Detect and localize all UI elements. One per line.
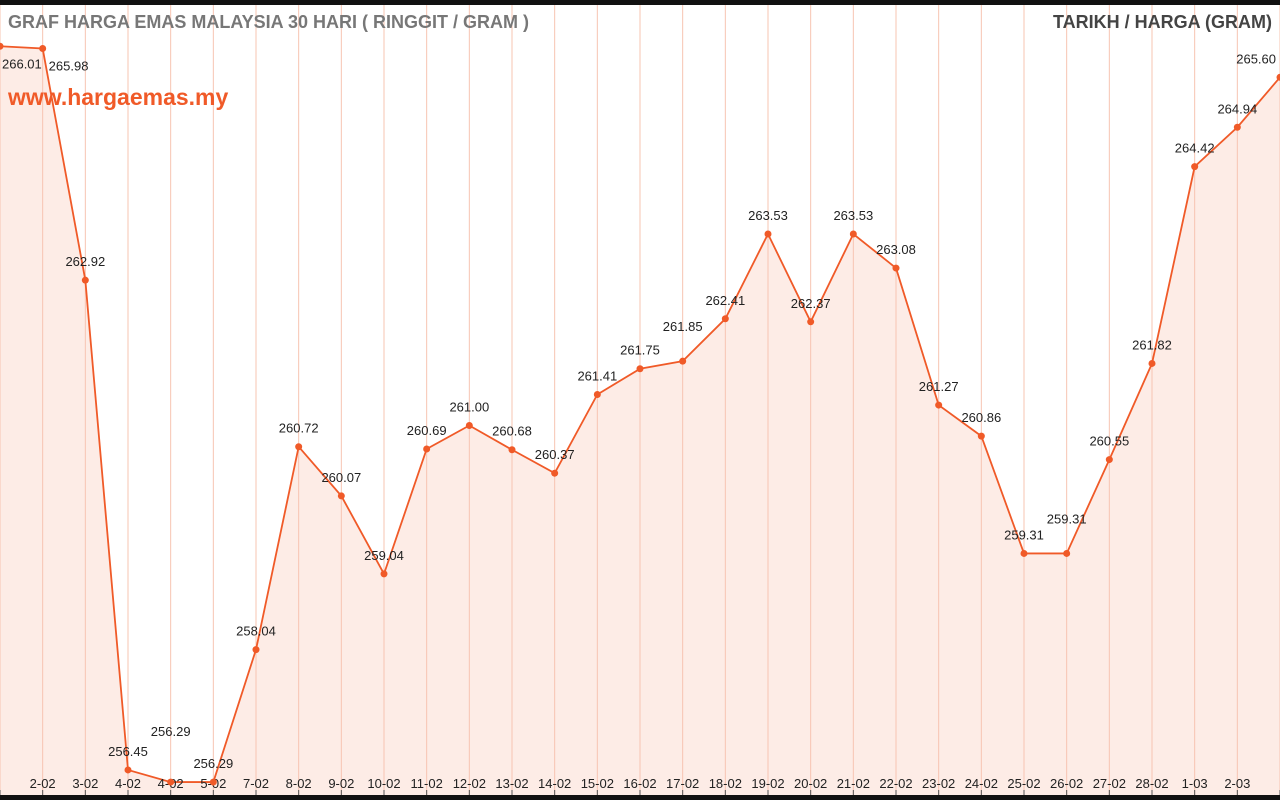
site-link[interactable]: www.hargaemas.my bbox=[8, 84, 229, 110]
data-point bbox=[1063, 549, 1071, 557]
data-label: 256.29 bbox=[193, 756, 233, 771]
data-label: 260.68 bbox=[492, 424, 532, 439]
data-point bbox=[252, 646, 260, 654]
legend-label: TARIKH / HARGA (GRAM) bbox=[1053, 12, 1272, 32]
data-point bbox=[593, 390, 601, 398]
x-tick-label: 24-02 bbox=[965, 776, 998, 791]
x-tick-label: 7-02 bbox=[243, 776, 269, 791]
data-point bbox=[337, 492, 345, 500]
x-tick-label: 14-02 bbox=[538, 776, 571, 791]
data-label: 260.69 bbox=[407, 423, 447, 438]
data-point bbox=[551, 469, 559, 477]
x-tick-label: 22-02 bbox=[879, 776, 912, 791]
x-tick-label: 4-02 bbox=[115, 776, 141, 791]
data-label: 259.31 bbox=[1047, 511, 1087, 526]
data-point bbox=[935, 401, 943, 409]
data-label: 261.27 bbox=[919, 379, 959, 394]
data-point bbox=[1020, 549, 1028, 557]
data-label: 260.07 bbox=[321, 470, 361, 485]
data-label: 256.45 bbox=[108, 744, 148, 759]
x-tick-label: 18-02 bbox=[709, 776, 742, 791]
data-point bbox=[721, 315, 729, 323]
x-tick-label: 11-02 bbox=[411, 776, 443, 791]
data-label: 265.60 bbox=[1236, 51, 1276, 66]
data-label: 261.85 bbox=[663, 319, 703, 334]
x-tick-label: 17-02 bbox=[666, 776, 699, 791]
x-tick-label: 1-03 bbox=[1182, 776, 1208, 791]
top-bar bbox=[0, 0, 1280, 5]
x-tick-label: 2-03 bbox=[1224, 776, 1250, 791]
data-point bbox=[977, 432, 985, 440]
data-label: 264.94 bbox=[1217, 101, 1257, 116]
data-point bbox=[1191, 163, 1199, 171]
x-tick-label: 2-02 bbox=[30, 776, 56, 791]
data-label: 261.41 bbox=[577, 368, 617, 383]
data-point bbox=[1148, 359, 1156, 367]
bottom-bar bbox=[0, 795, 1280, 800]
data-point bbox=[1276, 73, 1280, 81]
data-label: 260.86 bbox=[961, 410, 1001, 425]
x-tick-label: 16-02 bbox=[623, 776, 656, 791]
data-point bbox=[679, 357, 687, 365]
data-label: 261.82 bbox=[1132, 337, 1172, 352]
data-label: 262.92 bbox=[65, 254, 105, 269]
data-label: 259.04 bbox=[364, 548, 404, 563]
data-label: 265.98 bbox=[49, 59, 89, 74]
data-label: 260.37 bbox=[535, 447, 575, 462]
data-point bbox=[39, 45, 47, 53]
data-label: 263.53 bbox=[748, 208, 788, 223]
x-tick-label: 25-02 bbox=[1007, 776, 1040, 791]
x-tick-label: 20-02 bbox=[794, 776, 827, 791]
x-tick-label: 3-02 bbox=[72, 776, 98, 791]
data-label: 258.04 bbox=[236, 624, 276, 639]
x-tick-label: 21-02 bbox=[837, 776, 870, 791]
x-tick-label: 12-02 bbox=[453, 776, 486, 791]
x-tick-label: 10-02 bbox=[367, 776, 400, 791]
data-label: 263.53 bbox=[833, 208, 873, 223]
data-point bbox=[124, 766, 132, 774]
x-tick-label: 8-02 bbox=[286, 776, 312, 791]
data-point bbox=[465, 422, 473, 430]
data-label: 256.29 bbox=[151, 724, 191, 739]
data-point bbox=[636, 365, 644, 373]
data-label: 262.37 bbox=[791, 296, 831, 311]
data-label: 261.00 bbox=[449, 400, 489, 415]
data-point bbox=[764, 230, 772, 238]
chart-title: GRAF HARGA EMAS MALAYSIA 30 HARI ( RINGG… bbox=[8, 12, 530, 32]
x-tick-label: 9-02 bbox=[328, 776, 354, 791]
data-label: 263.08 bbox=[876, 242, 916, 257]
data-label: 266.01 bbox=[2, 56, 42, 71]
data-point bbox=[1233, 123, 1241, 131]
data-label: 259.31 bbox=[1004, 527, 1044, 542]
data-point bbox=[295, 443, 303, 451]
data-point bbox=[167, 778, 175, 786]
data-point bbox=[0, 42, 4, 50]
data-label: 261.75 bbox=[620, 343, 660, 358]
x-tick-label: 15-02 bbox=[581, 776, 614, 791]
data-label: 264.42 bbox=[1175, 141, 1215, 156]
x-tick-label: 27-02 bbox=[1093, 776, 1126, 791]
data-point bbox=[508, 446, 516, 454]
data-point bbox=[849, 230, 857, 238]
data-point bbox=[892, 264, 900, 272]
data-point bbox=[380, 570, 388, 578]
x-tick-label: 19-02 bbox=[751, 776, 784, 791]
data-label: 262.41 bbox=[705, 293, 745, 308]
data-point bbox=[81, 276, 89, 284]
x-tick-label: 26-02 bbox=[1050, 776, 1083, 791]
data-point bbox=[1105, 456, 1113, 464]
x-tick-label: 23-02 bbox=[922, 776, 955, 791]
data-point bbox=[807, 318, 815, 326]
data-label: 260.55 bbox=[1089, 434, 1129, 449]
x-tick-label: 28-02 bbox=[1135, 776, 1168, 791]
data-point bbox=[209, 778, 217, 786]
x-tick-label: 13-02 bbox=[495, 776, 528, 791]
data-point bbox=[423, 445, 431, 453]
data-label: 260.72 bbox=[279, 421, 319, 436]
